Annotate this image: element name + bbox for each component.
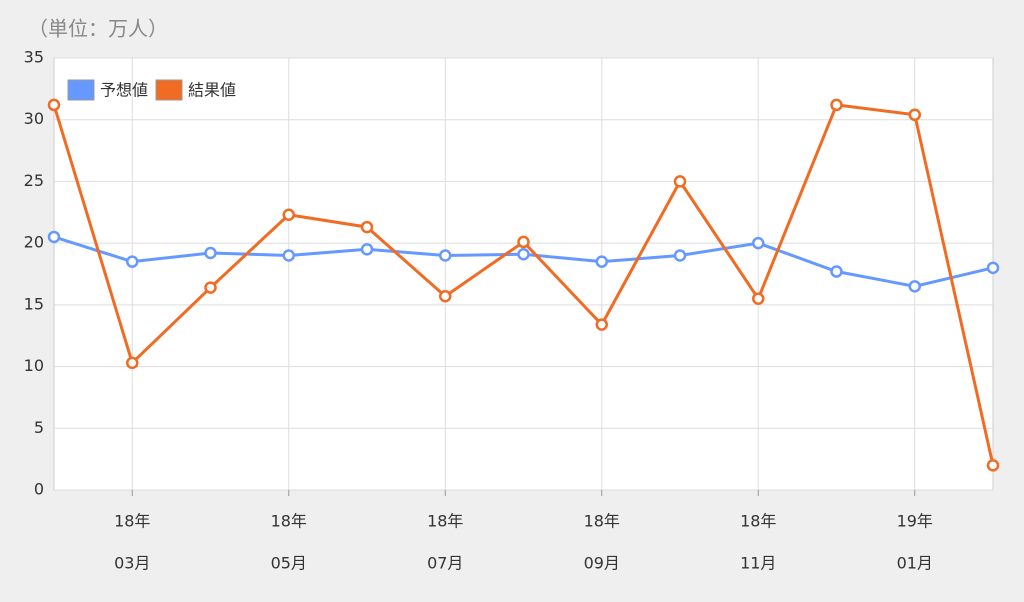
y-tick-label: 20 (24, 233, 44, 252)
data-point (830, 265, 843, 278)
x-tick-label: 19年 (897, 512, 933, 531)
x-tick-label: 18年 (114, 512, 150, 531)
y-tick-label: 15 (24, 294, 44, 313)
data-point (204, 246, 217, 260)
data-point (47, 230, 61, 244)
data-point (673, 249, 687, 262)
x-tick-label: 09月 (584, 554, 620, 573)
y-tick-label: 25 (24, 171, 44, 190)
data-point (595, 255, 608, 268)
y-tick-label: 35 (24, 48, 44, 67)
data-point (360, 243, 374, 256)
data-point (830, 98, 843, 112)
unit-label: （単位：万人） (28, 17, 168, 41)
x-tick-label: 07月 (427, 554, 463, 573)
data-point (282, 249, 295, 262)
data-point (47, 98, 61, 112)
data-point (986, 261, 1000, 275)
legend-swatch (67, 79, 95, 101)
data-point (126, 255, 139, 268)
legend-swatch (155, 79, 183, 101)
data-point (752, 236, 765, 250)
y-tick-label: 5 (34, 418, 44, 437)
data-point (517, 235, 530, 249)
y-tick-label: 30 (24, 109, 44, 128)
x-tick-label: 11月 (740, 554, 776, 573)
data-point (752, 292, 765, 305)
x-tick-label: 05月 (271, 554, 307, 573)
data-point (439, 289, 452, 303)
data-point (360, 220, 374, 234)
x-tick-label: 03月 (114, 554, 150, 573)
y-tick-label: 10 (24, 356, 44, 375)
x-tick-label: 18年 (740, 512, 776, 531)
data-point (673, 175, 687, 188)
data-point (282, 208, 295, 222)
data-point (986, 459, 1000, 472)
data-point (595, 318, 608, 331)
x-tick-label: 18年 (427, 512, 463, 531)
data-point (204, 281, 217, 294)
data-point (517, 248, 530, 261)
data-point (126, 356, 139, 370)
x-tick-label: 01月 (897, 554, 933, 573)
data-point (908, 280, 921, 293)
y-tick-label: 0 (34, 480, 44, 499)
legend-label: 予想値 (100, 81, 148, 100)
data-point (439, 249, 452, 262)
x-tick-label: 18年 (271, 512, 307, 531)
legend-label: 結果値 (188, 81, 236, 100)
x-tick-label: 18年 (584, 512, 620, 531)
data-point (908, 108, 921, 122)
